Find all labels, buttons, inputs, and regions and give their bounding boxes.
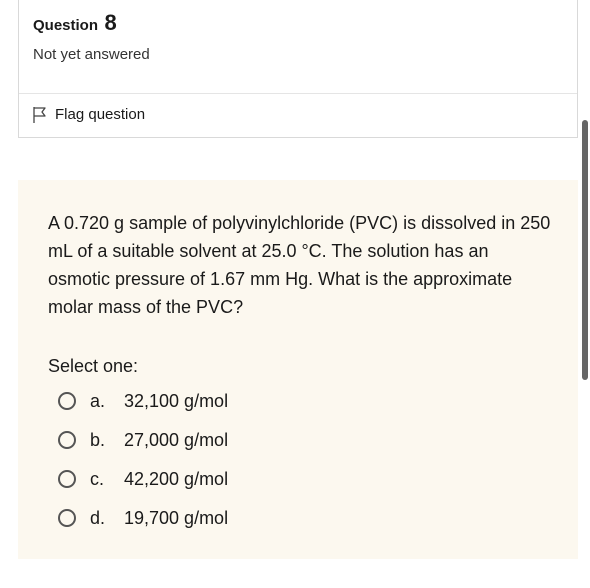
option-c[interactable]: c. 42,200 g/mol <box>58 469 552 490</box>
option-text: 27,000 g/mol <box>124 430 228 451</box>
scrollbar-thumb[interactable] <box>582 120 588 380</box>
option-letter: d. <box>90 508 110 529</box>
question-title-row: Question 8 <box>19 0 577 42</box>
option-d[interactable]: d. 19,700 g/mol <box>58 508 552 529</box>
radio-icon <box>58 470 76 488</box>
option-text: 19,700 g/mol <box>124 508 228 529</box>
option-a[interactable]: a. 32,100 g/mol <box>58 391 552 412</box>
question-status: Not yet answered <box>19 42 577 93</box>
question-number: 8 <box>104 10 116 35</box>
options-list: a. 32,100 g/mol b. 27,000 g/mol c. 42,20… <box>48 391 552 529</box>
select-one-label: Select one: <box>48 356 552 377</box>
flag-icon <box>33 107 47 123</box>
radio-icon <box>58 392 76 410</box>
scrollbar-track[interactable] <box>582 0 588 588</box>
option-letter: c. <box>90 469 110 490</box>
question-header: Question 8 Not yet answered Flag questio… <box>18 0 578 138</box>
flag-question-label: Flag question <box>55 106 145 123</box>
option-letter: a. <box>90 391 110 412</box>
option-letter: b. <box>90 430 110 451</box>
question-label: Question <box>33 17 98 34</box>
option-text: 32,100 g/mol <box>124 391 228 412</box>
option-text: 42,200 g/mol <box>124 469 228 490</box>
radio-icon <box>58 431 76 449</box>
flag-question-button[interactable]: Flag question <box>19 93 577 137</box>
option-b[interactable]: b. 27,000 g/mol <box>58 430 552 451</box>
question-text: A 0.720 g sample of polyvinylchloride (P… <box>48 210 552 322</box>
question-body: A 0.720 g sample of polyvinylchloride (P… <box>18 180 578 559</box>
radio-icon <box>58 509 76 527</box>
